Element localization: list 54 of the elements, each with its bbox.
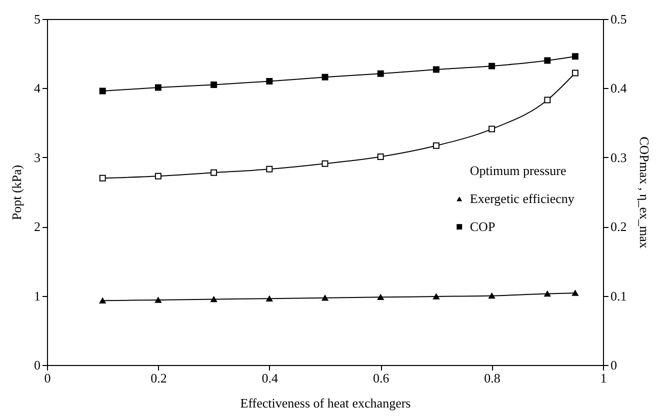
point — [377, 70, 384, 77]
point — [266, 166, 273, 172]
point — [544, 57, 551, 64]
y-tick-label: 2 — [34, 219, 40, 234]
point — [266, 78, 273, 85]
point — [154, 297, 162, 303]
y-tick-label: 3 — [34, 150, 40, 165]
point — [210, 296, 218, 302]
y-axis-title: Popt (kPa) — [9, 164, 24, 220]
point — [432, 66, 440, 73]
y-tick-label: 4 — [34, 80, 41, 96]
x-tick-label: 0.2 — [150, 370, 167, 386]
point — [210, 82, 218, 88]
point — [432, 294, 440, 300]
point — [154, 172, 162, 180]
y2-tick-label: 0.1 — [610, 288, 627, 304]
point — [99, 298, 106, 304]
y-tick-label: 5 — [34, 12, 40, 26]
series-label: Optimum pressure — [470, 162, 567, 178]
y2-tick-label: 0 — [610, 358, 617, 372]
x-tick-label: 0.6 — [372, 370, 390, 386]
y-tick-label: 1 — [34, 288, 40, 304]
point — [266, 296, 273, 302]
y2-tick-label: 0.4 — [610, 80, 628, 96]
point — [488, 292, 496, 299]
point — [572, 53, 578, 60]
y2-axis-title: COPmax , η_ex_max — [636, 136, 652, 249]
x-axis-title: Effectiveness of heat exchangers — [240, 396, 411, 410]
y2-tick-label: 0.3 — [610, 150, 627, 165]
point — [544, 290, 551, 297]
x-tick-label: 0 — [44, 370, 51, 386]
x-tick-label: 1 — [600, 370, 607, 386]
point — [377, 153, 384, 160]
legend-label: COP — [470, 218, 496, 234]
x-tick-label: 0.8 — [484, 370, 500, 386]
point — [572, 70, 578, 76]
x-tick-label: 0.4 — [262, 370, 279, 386]
point — [572, 290, 578, 296]
y2-tick-label: 0.2 — [610, 219, 627, 234]
point — [322, 74, 328, 80]
point — [210, 169, 218, 176]
point — [544, 96, 551, 104]
point — [99, 88, 106, 94]
point — [377, 294, 384, 300]
point — [488, 126, 496, 132]
point — [432, 142, 440, 149]
point — [322, 160, 328, 167]
y-tick-label: 0 — [34, 358, 40, 372]
point — [99, 174, 106, 182]
legend-label: Exergetic efficiecny — [470, 190, 575, 206]
point — [322, 295, 328, 301]
y2-tick-label: 0.5 — [610, 12, 627, 26]
point — [488, 62, 496, 70]
point — [154, 84, 162, 91]
